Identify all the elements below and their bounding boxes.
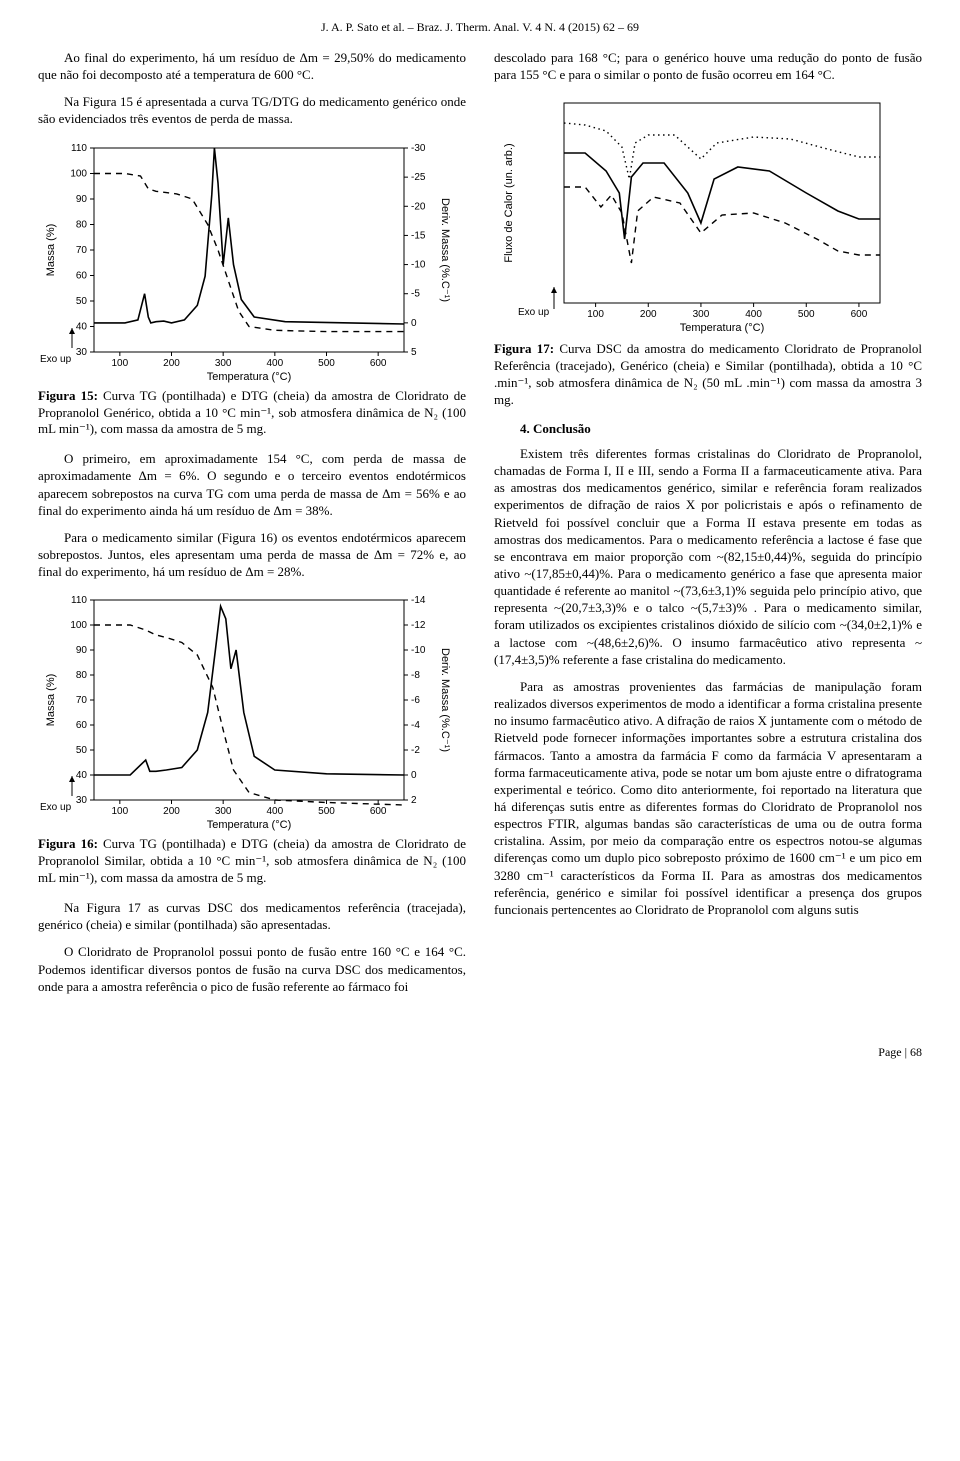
two-column-layout: Ao final do experimento, há um resíduo d… [38,49,922,1005]
paragraph: descolado para 168 °C; para o genérico h… [494,49,922,83]
svg-text:5: 5 [411,347,417,358]
svg-text:-2: -2 [411,745,420,756]
figure-label: Figura 15: [38,388,98,403]
svg-text:200: 200 [640,309,657,320]
svg-text:-4: -4 [411,720,420,731]
figure-16-caption: Figura 16: Curva TG (pontilhada) e DTG (… [38,836,466,887]
paragraph: Para as amostras provenientes das farmác… [494,678,922,918]
figure-caption-text: Curva TG (pontilhada) e DTG (cheia) da a… [38,836,466,885]
figure-15-caption: Figura 15: Curva TG (pontilhada) e DTG (… [38,388,466,439]
svg-text:200: 200 [163,358,180,369]
paragraph: Existem três diferentes formas cristalin… [494,445,922,668]
svg-text:50: 50 [76,745,88,756]
svg-text:300: 300 [693,309,710,320]
svg-text:Exo up: Exo up [40,354,72,365]
paragraph: Ao final do experimento, há um resíduo d… [38,49,466,83]
svg-text:600: 600 [851,309,868,320]
svg-text:30: 30 [76,795,88,806]
figure-17-caption: Figura 17: Curva DSC da amostra do medic… [494,341,922,409]
paragraph: O Cloridrato de Propranolol possui ponto… [38,943,466,994]
svg-text:2: 2 [411,795,417,806]
svg-text:Massa (%): Massa (%) [45,674,57,727]
svg-text:0: 0 [411,770,417,781]
svg-text:Massa (%): Massa (%) [45,223,57,276]
svg-text:600: 600 [370,358,387,369]
svg-text:-30: -30 [411,143,426,154]
svg-text:400: 400 [266,358,283,369]
svg-text:50: 50 [76,296,88,307]
figure-label: Figura 17: [494,341,554,356]
svg-text:90: 90 [76,194,88,205]
paragraph: Para o medicamento similar (Figura 16) o… [38,529,466,580]
svg-text:Temperatura (°C): Temperatura (°C) [680,322,764,334]
svg-text:-10: -10 [411,645,426,656]
figure-17-chart: 100 200 300 400 500 600 Temperatura (°C) Fluxo … [494,93,922,337]
running-head: J. A. P. Sato et al. – Braz. J. Therm. A… [38,20,922,35]
svg-text:60: 60 [76,270,88,281]
svg-text:-14: -14 [411,595,426,606]
svg-text:30: 30 [76,347,88,358]
svg-text:-20: -20 [411,201,426,212]
svg-text:90: 90 [76,645,88,656]
svg-text:100: 100 [70,620,87,631]
figure-16-chart: 100 200 300 400 500 600 30 40 50 60 70 80 90 100 110 2 0… [38,590,466,832]
svg-text:600: 600 [370,806,387,817]
svg-text:Temperatura (°C): Temperatura (°C) [207,371,291,383]
svg-text:Exo up: Exo up [40,802,72,813]
svg-text:100: 100 [70,168,87,179]
svg-text:-12: -12 [411,620,426,631]
svg-text:80: 80 [76,670,88,681]
svg-text:200: 200 [163,806,180,817]
section-heading-conclusao: 4. Conclusão [520,421,922,437]
figure-caption-text: Curva DSC da amostra do medicamento Clor… [494,341,922,407]
chart-svg: 100 200 300 400 500 600 30 40 50 60 70 80 90 100 110 2 0… [38,590,454,832]
svg-text:100: 100 [111,358,128,369]
svg-text:Exo up: Exo up [518,307,550,318]
chart-svg: 100 200 300 400 500 600 Temperatura (°C) Fluxo … [494,93,910,337]
svg-text:Temperatura (°C): Temperatura (°C) [207,819,291,831]
svg-text:110: 110 [71,143,87,154]
svg-text:Fluxo de Calor (un. arb.): Fluxo de Calor (un. arb.) [503,144,515,263]
svg-text:-5: -5 [411,288,420,299]
figure-15-chart: 1002003004005006003040506070809010011050… [38,138,466,384]
svg-text:300: 300 [215,358,232,369]
chart-svg: 1002003004005006003040506070809010011050… [38,138,454,384]
svg-text:-10: -10 [411,259,426,270]
svg-text:500: 500 [318,358,335,369]
figure-label: Figura 16: [38,836,98,851]
svg-text:0: 0 [411,317,417,328]
figure-caption-text: Curva TG (pontilhada) e DTG (cheia) da a… [38,388,466,437]
svg-text:-8: -8 [411,670,420,681]
svg-text:300: 300 [215,806,232,817]
svg-text:-15: -15 [411,230,426,241]
svg-text:70: 70 [76,695,88,706]
svg-text:110: 110 [71,595,87,606]
svg-text:500: 500 [318,806,335,817]
page-number: Page | 68 [38,1045,922,1060]
svg-text:Deriv. Massa (%.C⁻¹): Deriv. Massa (%.C⁻¹) [439,648,451,752]
svg-text:40: 40 [76,321,88,332]
svg-text:60: 60 [76,720,88,731]
paragraph: Na Figura 15 é apresentada a curva TG/DT… [38,93,466,127]
svg-text:-6: -6 [411,695,420,706]
svg-text:40: 40 [76,770,88,781]
svg-text:80: 80 [76,219,88,230]
paragraph: O primeiro, em aproximadamente 154 °C, c… [38,450,466,519]
svg-text:-25: -25 [411,172,426,183]
svg-text:100: 100 [587,309,604,320]
svg-text:400: 400 [745,309,762,320]
left-column: Ao final do experimento, há um resíduo d… [38,49,466,1005]
svg-text:500: 500 [798,309,815,320]
svg-text:400: 400 [266,806,283,817]
svg-text:70: 70 [76,245,88,256]
right-column: descolado para 168 °C; para o genérico h… [494,49,922,1005]
paragraph: Na Figura 17 as curvas DSC dos medicamen… [38,899,466,933]
svg-text:Deriv. Massa (%.C⁻¹): Deriv. Massa (%.C⁻¹) [439,198,451,302]
svg-text:100: 100 [111,806,128,817]
